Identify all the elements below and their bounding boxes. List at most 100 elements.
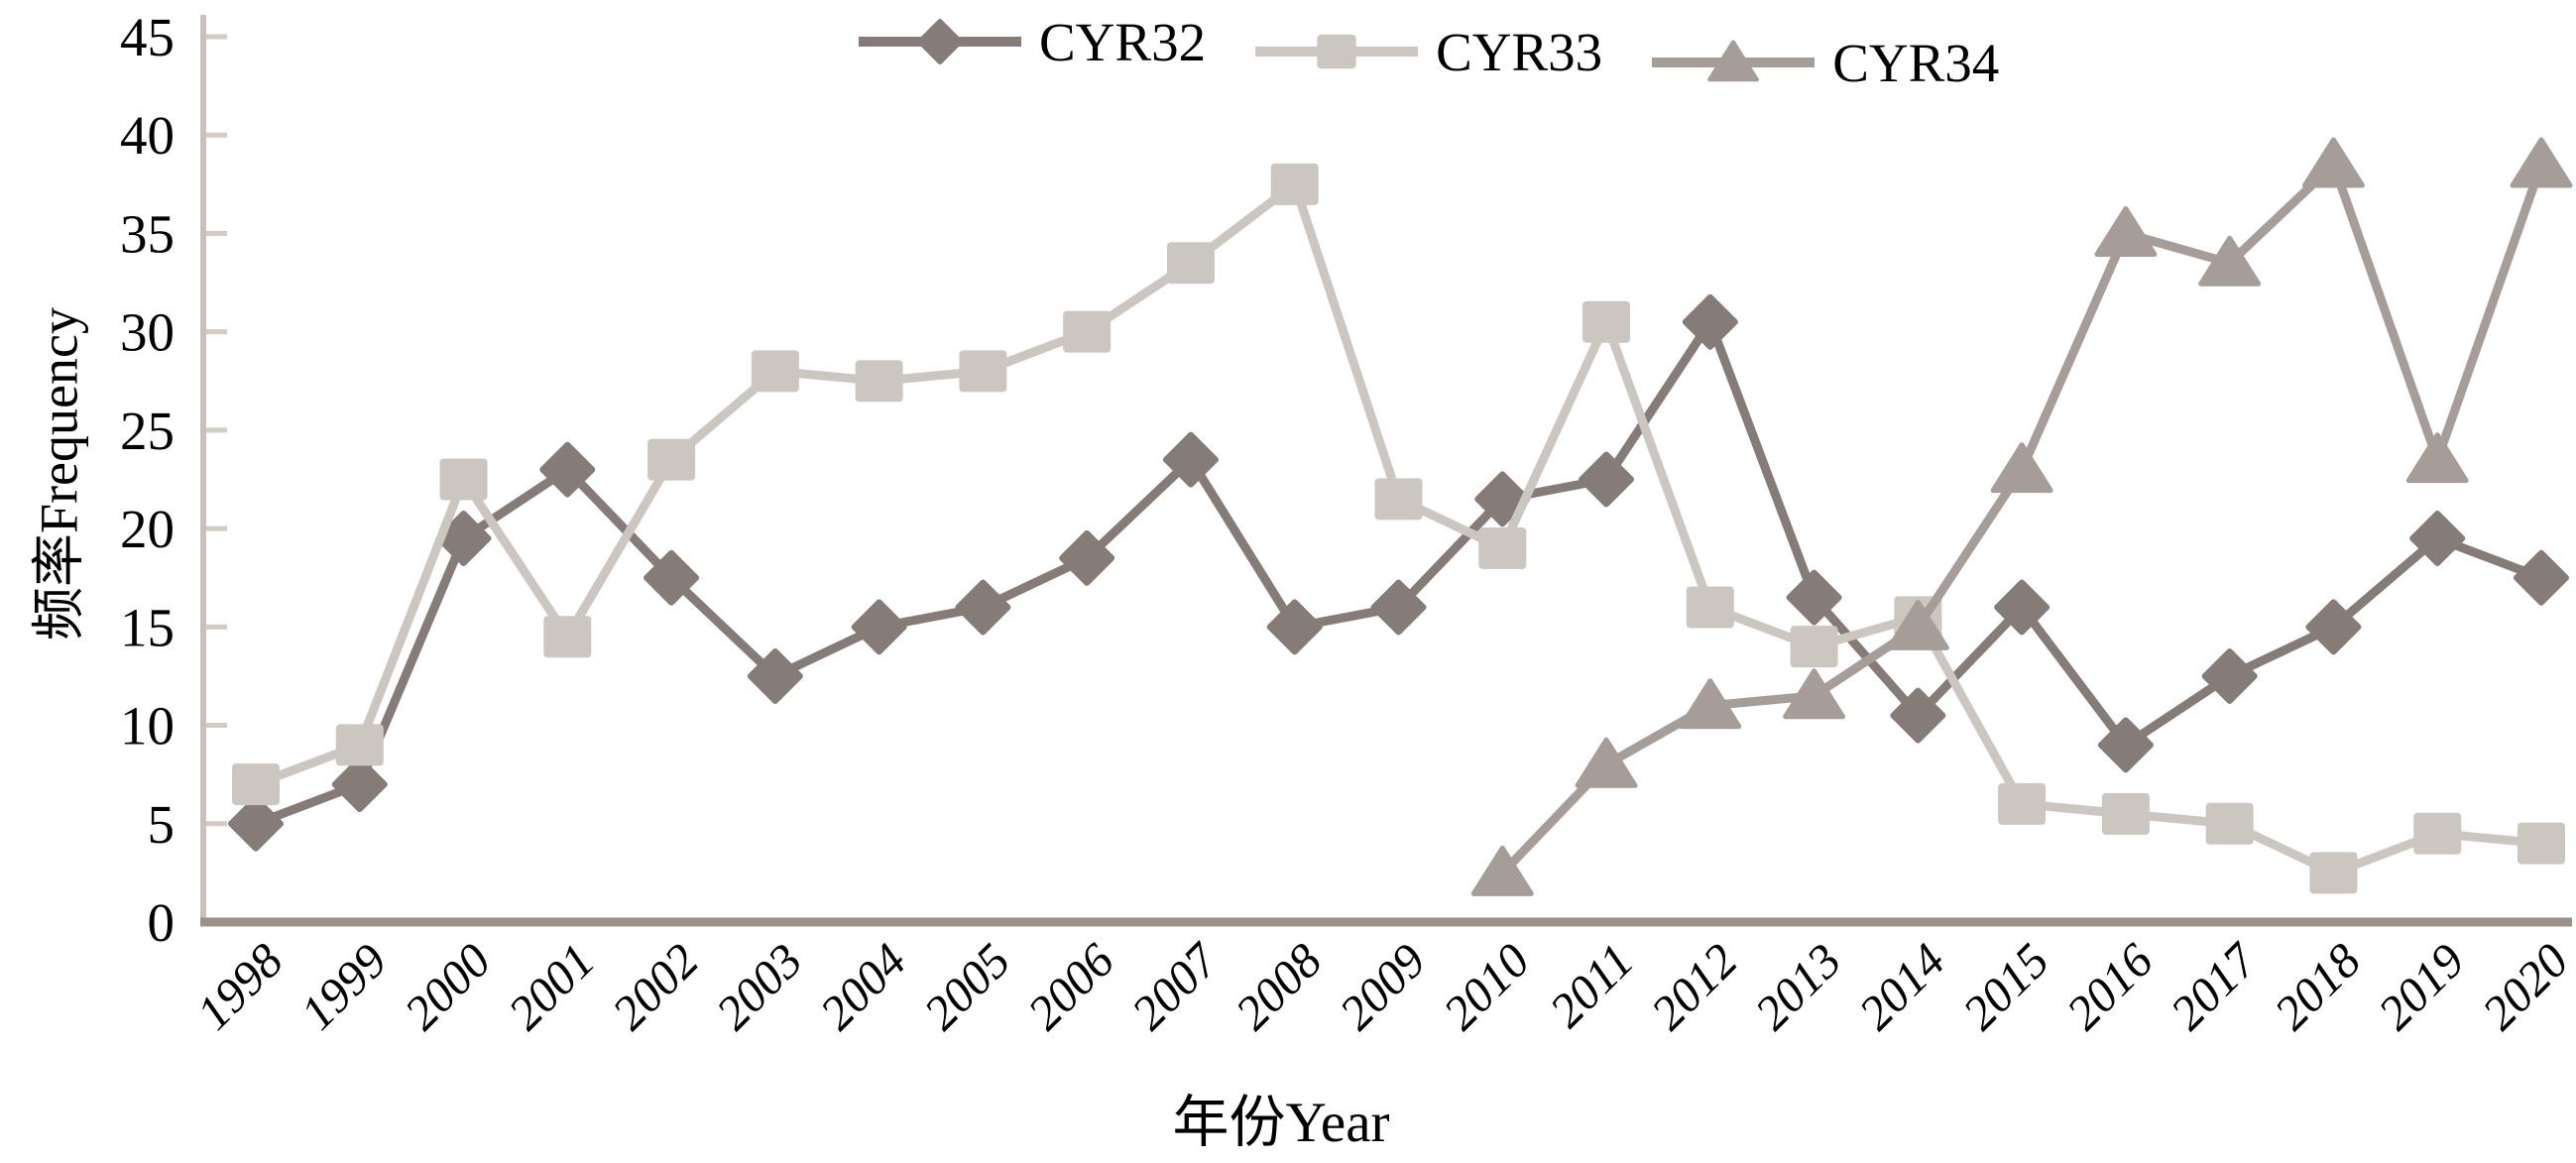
x-tick-label-2000: 2000 <box>394 933 501 1040</box>
y-tick-label-15: 15 <box>120 597 175 657</box>
x-tick-label-2004: 2004 <box>809 933 916 1040</box>
cyr33-marker-2011 <box>1582 300 1631 343</box>
x-tick-label-2014: 2014 <box>1848 933 1955 1040</box>
cyr34-line <box>1497 160 2546 877</box>
cyr32-marker-2006 <box>1059 529 1115 586</box>
cyr33-line <box>251 179 2546 877</box>
cyr34-marker-2013 <box>1783 668 1846 720</box>
cyr34-triangle-legend-icon <box>1652 40 1815 82</box>
cyr34-marker-2010 <box>1470 845 1534 896</box>
y-tick-label-20: 20 <box>120 499 175 559</box>
cyr34-marker-2014 <box>1886 599 1949 650</box>
x-tick-label-2015: 2015 <box>1952 933 2059 1040</box>
cyr33-marker-1999 <box>335 724 384 766</box>
cyr34-marker-2018 <box>2301 137 2365 188</box>
cyr34-legend-marker <box>1707 40 1760 82</box>
cyr33-marker-2020 <box>2517 822 2565 865</box>
cyr34-marker-2020 <box>2510 137 2573 188</box>
cyr33-marker-2018 <box>2309 852 2358 894</box>
cyr32-marker-2004 <box>851 599 907 655</box>
cyr32-marker-2014 <box>1890 687 1946 744</box>
cyr33-marker-2016 <box>2101 792 2150 835</box>
y-tick-label-25: 25 <box>120 401 175 461</box>
x-tick-label-2012: 2012 <box>1640 933 1747 1040</box>
x-tick-label-2013: 2013 <box>1744 933 1851 1040</box>
cyr33-marker-1998 <box>232 763 280 806</box>
cyr32-marker-2020 <box>2514 549 2569 606</box>
cyr32-marker-1999 <box>331 756 388 813</box>
cyr32-marker-2001 <box>539 441 596 498</box>
y-tick-label-0: 0 <box>148 892 176 953</box>
cyr33-marker-2015 <box>1998 782 2047 825</box>
cyr34-marker-2019 <box>2405 432 2469 484</box>
x-tick-label-2005: 2005 <box>913 933 1020 1040</box>
x-tick-label-2006: 2006 <box>1017 933 1125 1041</box>
x-tick-label-2010: 2010 <box>1433 933 1540 1040</box>
cyr32-marker-2009 <box>1370 579 1427 636</box>
legend-label-cyr34: CYR34 <box>1832 32 2000 93</box>
x-tick-label-2016: 2016 <box>2056 933 2165 1041</box>
cyr32-marker-2019 <box>2409 511 2466 567</box>
cyr33-marker-2007 <box>1166 242 1215 285</box>
x-tick-label-2003: 2003 <box>705 933 812 1040</box>
cyr32-marker-2005 <box>955 579 1011 636</box>
cyr34-marker-2012 <box>1679 678 1742 730</box>
x-tick-label-1998: 1998 <box>186 933 293 1040</box>
cyr33-marker-2003 <box>751 350 799 393</box>
cyr34-marker-2016 <box>2094 205 2158 257</box>
legend-label-cyr32: CYR32 <box>1039 11 1207 72</box>
y-axis-title: 频率Frequency <box>29 307 89 640</box>
cyr32-marker-2017 <box>2201 647 2258 704</box>
x-tick-label-2020: 2020 <box>2472 933 2576 1040</box>
cyr32-marker-2003 <box>747 647 803 704</box>
y-tick-label-40: 40 <box>120 105 175 166</box>
y-tick-label-35: 35 <box>120 203 175 264</box>
cyr34-marker-2015 <box>1990 442 2053 494</box>
cyr32-marker-2012 <box>1682 293 1738 350</box>
cyr32-marker-2018 <box>2305 599 2362 655</box>
x-tick-label-2009: 2009 <box>1329 933 1436 1040</box>
y-tick-label-30: 30 <box>120 302 175 363</box>
cyr32-marker-2008 <box>1266 599 1323 655</box>
x-axis-title: 年份Year <box>1172 1092 1390 1154</box>
y-tick-label-10: 10 <box>120 696 175 756</box>
cyr34-marker-2017 <box>2198 235 2262 287</box>
cyr33-marker-2002 <box>647 438 696 481</box>
x-tick-label-2001: 2001 <box>498 933 605 1040</box>
cyr33-marker-2004 <box>855 360 903 403</box>
cyr32-marker-1998 <box>228 795 284 852</box>
cyr33-square-legend-icon <box>1255 34 1419 69</box>
cyr32-marker-2015 <box>1994 579 2050 636</box>
cyr33-marker-2000 <box>439 458 488 501</box>
cyr32-line <box>251 317 2546 829</box>
cyr32-marker-2002 <box>644 549 700 606</box>
x-tick-label-1999: 1999 <box>290 933 397 1040</box>
y-tick-label-45: 45 <box>120 7 175 67</box>
x-tick-label-2008: 2008 <box>1225 933 1332 1040</box>
cyr33-marker-2005 <box>959 350 1007 393</box>
x-tick-label-2007: 2007 <box>1121 931 1230 1040</box>
cyr32-diamond-legend-icon <box>859 19 1021 64</box>
cyr33-marker-2009 <box>1374 478 1423 521</box>
cyr33-marker-2008 <box>1270 163 1319 205</box>
x-tick-label-2018: 2018 <box>2264 933 2371 1040</box>
cyr33-marker-2001 <box>543 616 592 658</box>
legend-item-cyr33: CYR33 <box>1251 20 1602 83</box>
x-tick-label-2017: 2017 <box>2160 931 2269 1040</box>
cyr32-marker-2011 <box>1579 451 1635 508</box>
cyr33-marker-2013 <box>1790 626 1838 668</box>
x-tick-label-2019: 2019 <box>2368 933 2475 1040</box>
cyr33-marker-2006 <box>1063 310 1112 353</box>
legend-item-cyr34: CYR34 <box>1648 31 1999 94</box>
legend-item-cyr32: CYR32 <box>855 10 1206 73</box>
x-tick-label-2011: 2011 <box>1539 933 1644 1038</box>
cyr32-marker-2013 <box>1786 569 1842 626</box>
chart-legend: CYR32 CYR33 CYR34 <box>855 10 1999 94</box>
cyr33-legend-marker <box>1317 34 1356 69</box>
y-tick-label-5: 5 <box>148 794 176 855</box>
cyr33-marker-2019 <box>2413 812 2462 855</box>
cyr33-marker-2012 <box>1686 586 1734 629</box>
cyr32-marker-2016 <box>2097 717 2154 773</box>
